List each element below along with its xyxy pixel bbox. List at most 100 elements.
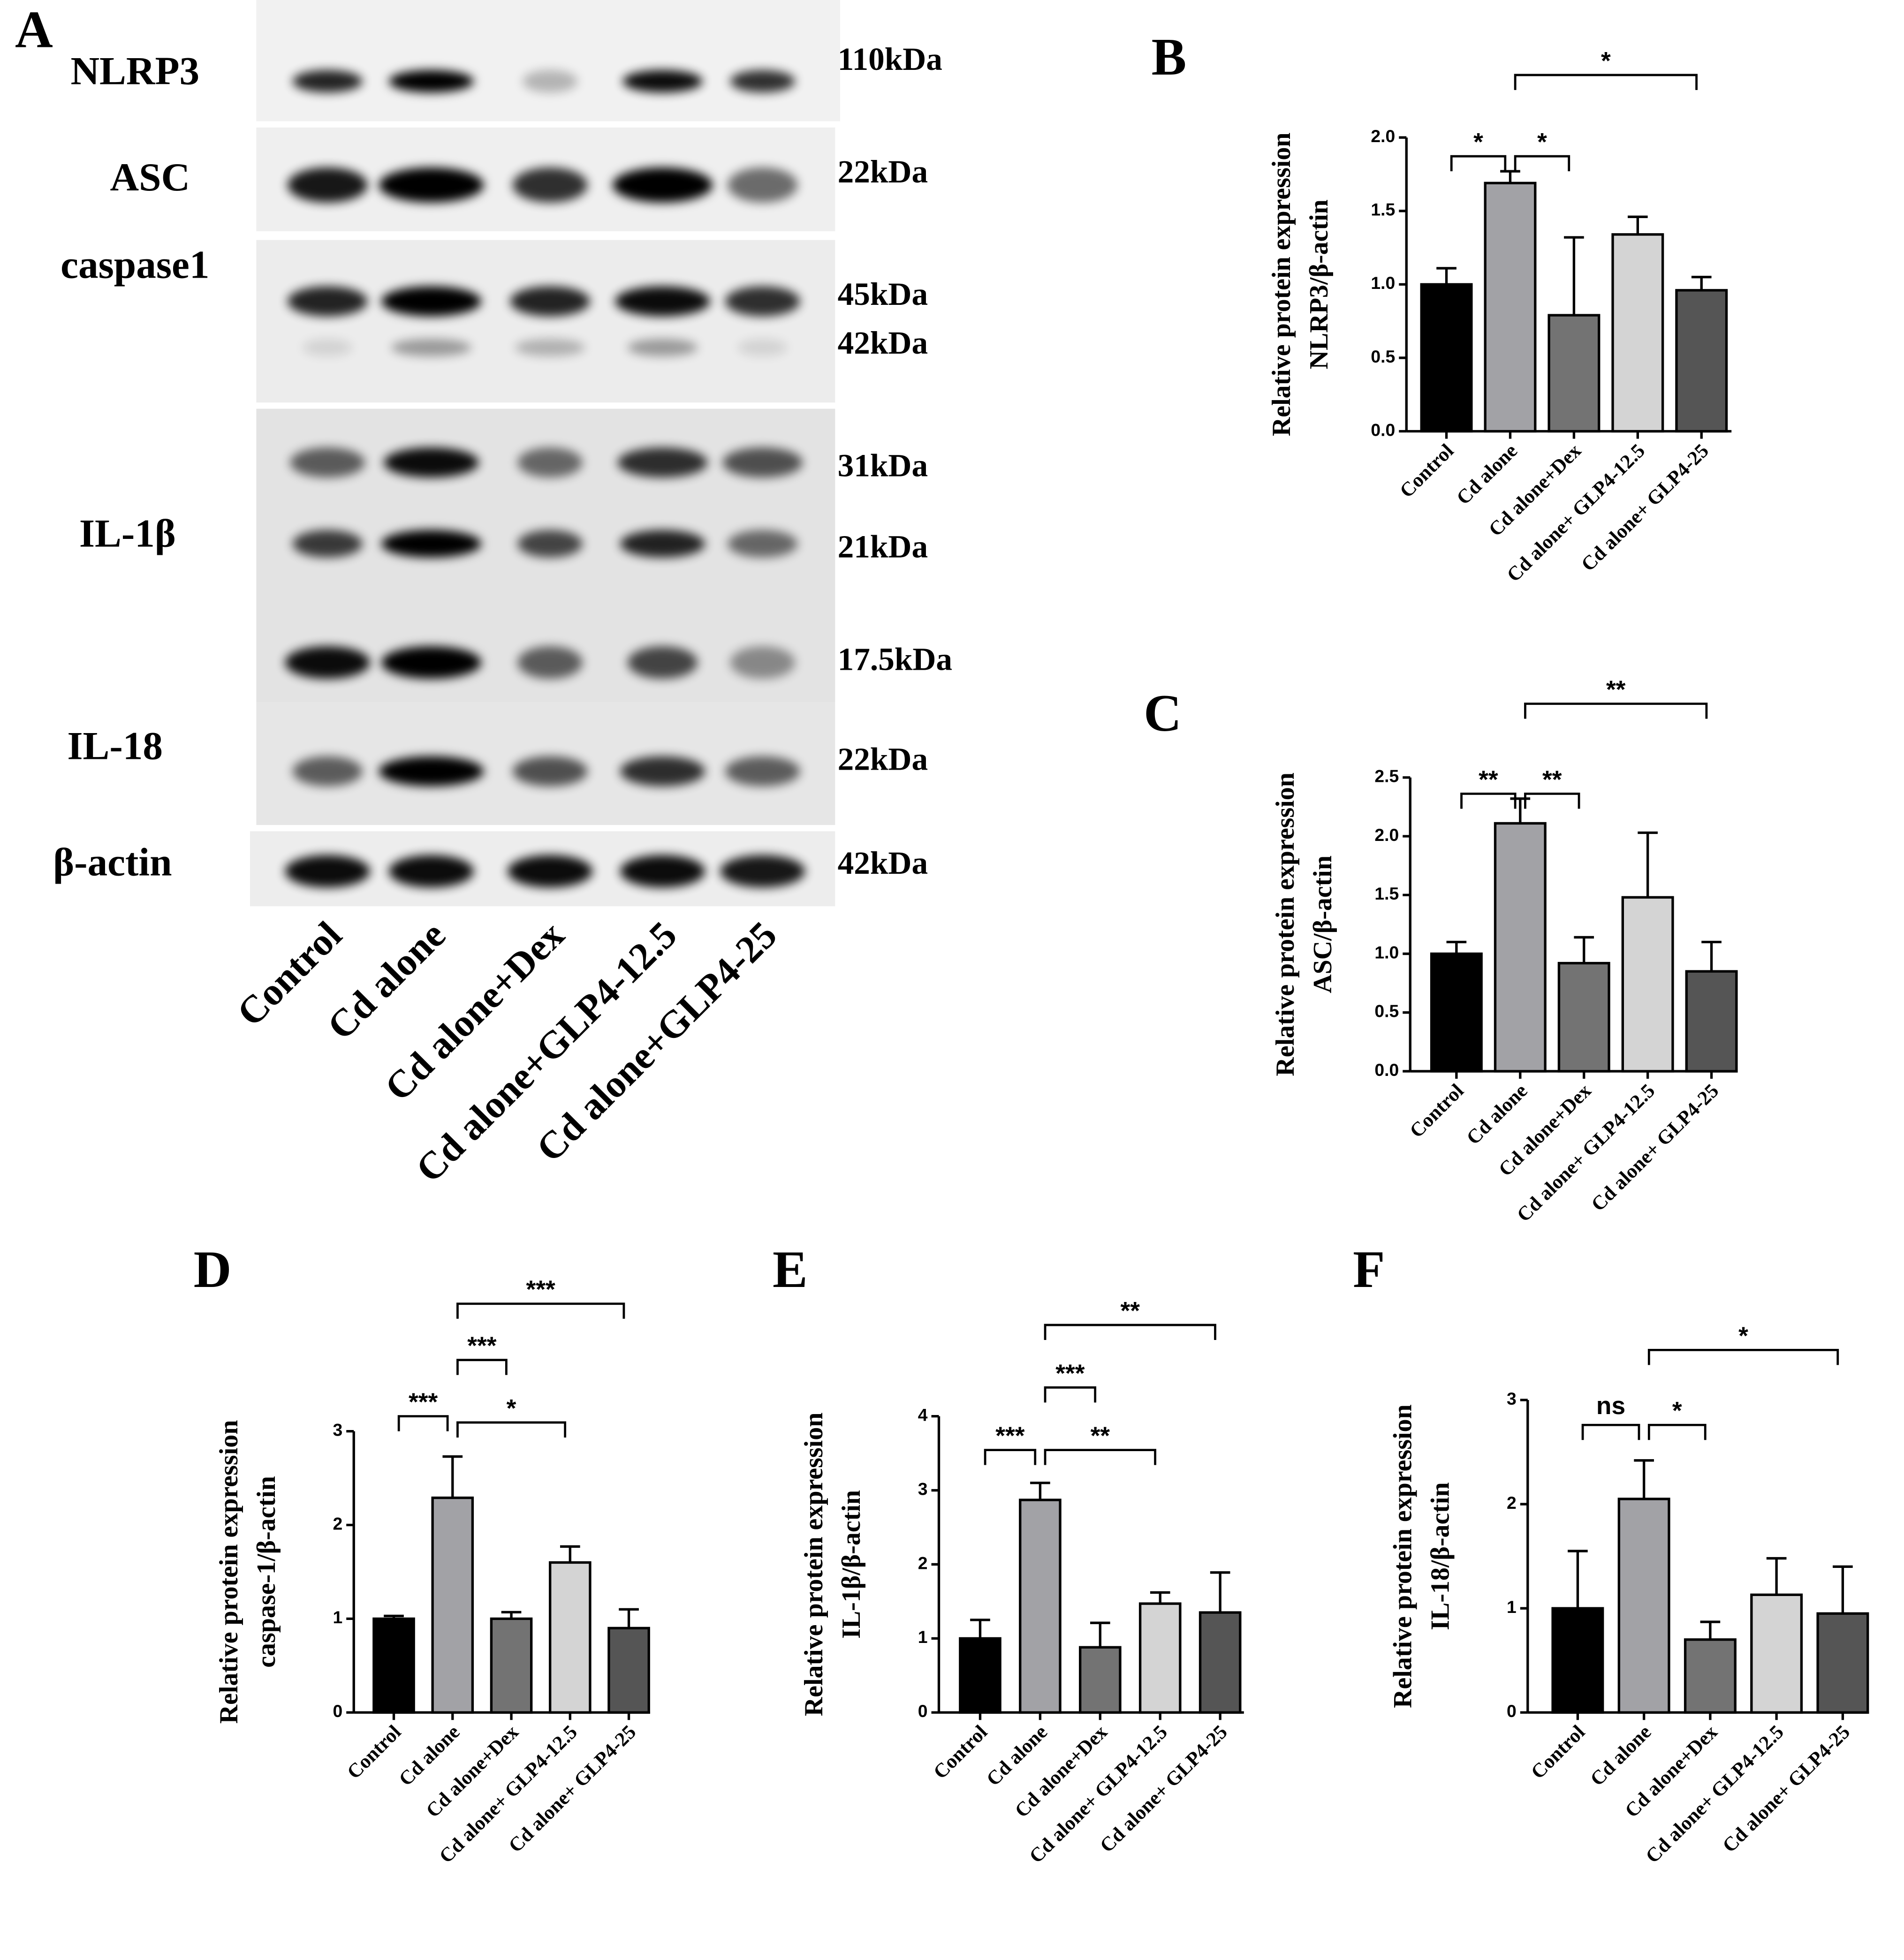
blot-band (388, 855, 474, 888)
blot-band (510, 286, 590, 317)
size-label: 17.5kDa (838, 641, 952, 677)
error-bar (1638, 831, 1658, 898)
error-bar (1210, 1571, 1230, 1613)
blot-band (302, 339, 353, 356)
blot-band (730, 70, 796, 93)
error-bar (1634, 1459, 1654, 1499)
error-bar (970, 1619, 990, 1639)
y-axis-label: caspase-1/β-actin (252, 1476, 281, 1668)
bar (1557, 961, 1610, 1073)
bar (1551, 1607, 1604, 1714)
significance-bracket (397, 1415, 449, 1431)
error-bar (619, 1608, 639, 1628)
size-label: 22kDa (838, 153, 928, 189)
y-tick-label: 1.5 (1374, 884, 1399, 903)
blot-band (517, 530, 583, 558)
blot-band (517, 646, 583, 679)
size-label: 42kDa (838, 325, 928, 361)
protein-label: β-actin (53, 840, 172, 885)
bar (1611, 233, 1664, 433)
bar (1484, 182, 1537, 433)
y-tick-label: 0.0 (1374, 1060, 1399, 1080)
protein-label: NLRP3 (70, 49, 199, 93)
blot-band (620, 530, 705, 558)
y-axis-label: Relative protein expression (1271, 772, 1300, 1076)
bar (1420, 283, 1473, 433)
y-tick-label: 1.5 (1371, 200, 1395, 219)
error-bar (1090, 1621, 1110, 1648)
significance-label: ** (1091, 1422, 1110, 1450)
y-axis-label: Relative protein expression (799, 1413, 828, 1717)
bar (1199, 1611, 1242, 1714)
blot-band (722, 447, 803, 478)
y-axis-label: Relative protein expression (214, 1420, 243, 1724)
blot-band (388, 70, 474, 93)
error-bar (1500, 170, 1520, 183)
blot-band (627, 646, 698, 679)
bar (1138, 1602, 1182, 1714)
y-axis-label: Relative protein expression (1267, 133, 1296, 437)
y-axis-label: IL-18/β-actin (1426, 1482, 1455, 1630)
y-tick-label: 1 (918, 1627, 928, 1647)
panel-letter: B (1152, 28, 1187, 86)
significance-bracket (456, 1359, 508, 1375)
blot-band (617, 447, 708, 478)
bar (959, 1637, 1001, 1714)
panel-letter: D (194, 1241, 232, 1299)
blot-band (292, 756, 363, 787)
y-tick-label: 2.0 (1374, 825, 1399, 845)
blot-band (612, 167, 713, 203)
size-label: 22kDa (838, 741, 928, 777)
y-tick-label: 0.5 (1371, 347, 1395, 366)
y-tick-label: 0.5 (1374, 1001, 1399, 1021)
size-label: 110kDa (838, 41, 942, 77)
significance-bracket (1044, 1386, 1097, 1403)
y-tick-label: 0.0 (1371, 420, 1395, 439)
y-tick-label: 2 (918, 1553, 928, 1573)
y-tick-label: 3 (333, 1420, 342, 1439)
panel-letter: E (773, 1241, 808, 1299)
blot-band (730, 646, 796, 679)
y-axis-label: NLRP3/β-actin (1305, 199, 1334, 369)
y-axis-label: IL-1β/β-actin (837, 1490, 866, 1639)
bar (372, 1617, 415, 1714)
bar (1685, 970, 1738, 1073)
significance-label: *** (995, 1422, 1024, 1450)
error-bar (1568, 1550, 1588, 1609)
y-tick-label: 0 (333, 1701, 342, 1721)
blot-band (391, 339, 471, 356)
blot-band (285, 646, 370, 679)
blot-band (379, 167, 484, 203)
significance-bracket (456, 1421, 567, 1438)
significance-label: * (1672, 1397, 1682, 1425)
significance-bracket (1450, 155, 1507, 172)
bar (1617, 1498, 1670, 1714)
blot-band (287, 286, 368, 317)
blot-band (523, 70, 578, 93)
error-bar (442, 1455, 463, 1498)
protein-label: ASC (110, 155, 190, 199)
bar (1547, 314, 1601, 433)
bar (1494, 822, 1547, 1073)
bar (1675, 289, 1728, 433)
y-tick-label: 0 (1507, 1701, 1517, 1721)
blot-strip (256, 0, 840, 121)
bar (1079, 1646, 1122, 1714)
blot-band (292, 70, 363, 93)
blot-band (728, 167, 798, 203)
error-bar (1700, 1620, 1721, 1640)
significance-label: * (1738, 1322, 1748, 1350)
error-bar (1691, 276, 1712, 290)
blot-band (620, 855, 705, 888)
protein-label: caspase1 (61, 243, 209, 287)
significance-bracket (1581, 1423, 1640, 1440)
significance-bracket (1647, 1348, 1839, 1365)
bar (1750, 1593, 1803, 1714)
y-tick-label: 2 (1507, 1493, 1517, 1513)
panel-letter: A (15, 0, 53, 59)
error-bar (1446, 940, 1467, 954)
error-bar (384, 1614, 404, 1619)
significance-bracket (1460, 792, 1517, 809)
blot-band (287, 167, 368, 203)
size-label: 45kDa (838, 276, 928, 312)
